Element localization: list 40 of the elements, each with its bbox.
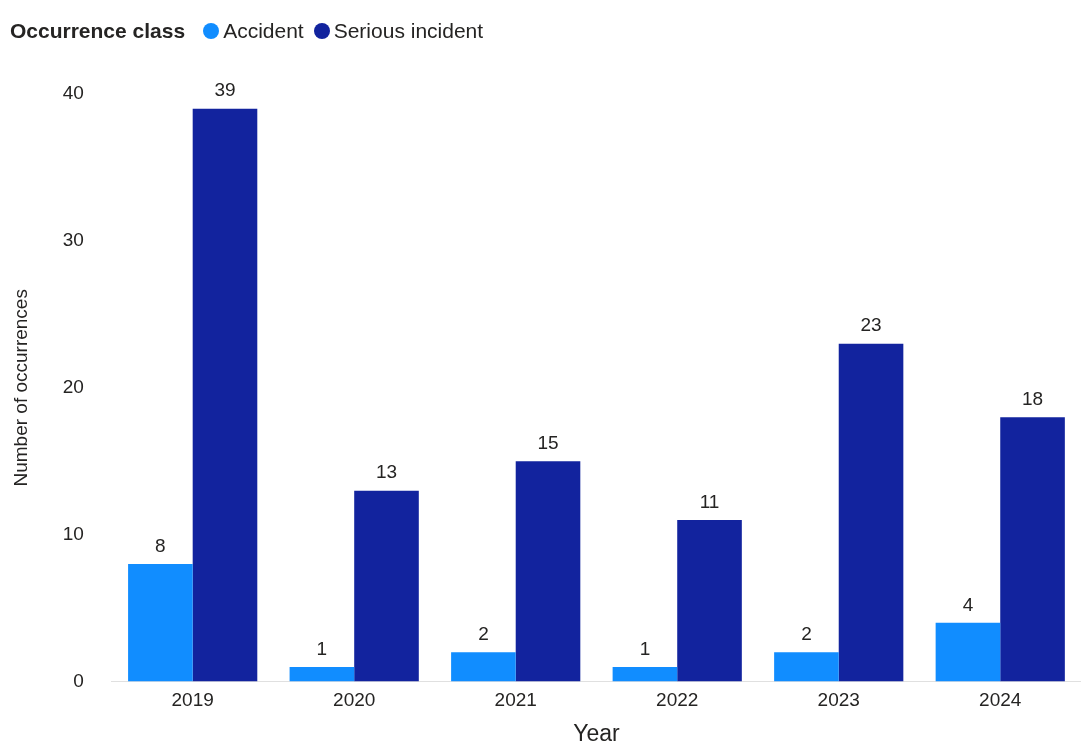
bar — [128, 564, 193, 682]
data-label: 4 — [962, 593, 974, 615]
x-tick-label: 2022 — [656, 689, 699, 711]
data-label: 11 — [699, 490, 720, 512]
data-label: 8 — [155, 534, 166, 556]
data-label: 2 — [801, 622, 812, 644]
bar — [354, 490, 419, 682]
bar — [515, 461, 581, 682]
data-label: 13 — [375, 461, 398, 483]
bar — [935, 622, 1001, 682]
y-tick-label: 40 — [62, 82, 84, 104]
y-tick-label: 10 — [62, 522, 84, 544]
bar — [774, 652, 839, 682]
x-tick-label: 2019 — [171, 689, 214, 711]
bar — [677, 520, 742, 682]
bar — [612, 666, 678, 682]
data-label: 39 — [214, 79, 236, 101]
bar — [289, 666, 355, 682]
y-tick-label: 20 — [62, 376, 84, 398]
data-label: 23 — [860, 314, 882, 336]
x-tick-label: 2023 — [817, 689, 860, 711]
data-label: 1 — [639, 637, 651, 659]
bar — [838, 343, 904, 682]
y-axis-title: Number of occurrences — [9, 289, 31, 487]
data-label: 15 — [537, 431, 559, 453]
x-tick-label: 2021 — [494, 689, 537, 711]
x-tick-label: 2024 — [979, 689, 1022, 711]
data-label: 1 — [316, 637, 328, 659]
data-label: 18 — [1021, 387, 1044, 409]
x-tick-label: 2020 — [333, 689, 376, 711]
legend-label: Accident — [223, 19, 304, 43]
data-label: 2 — [478, 622, 489, 644]
y-tick-label: 0 — [73, 669, 84, 691]
bar — [192, 108, 258, 682]
y-tick-label: 30 — [62, 229, 84, 251]
bar — [451, 652, 516, 682]
legend-title: Occurrence class — [10, 19, 186, 43]
x-axis-title: Year — [573, 719, 621, 746]
legend-label: Serious incident — [333, 19, 484, 43]
bar — [1000, 417, 1065, 682]
